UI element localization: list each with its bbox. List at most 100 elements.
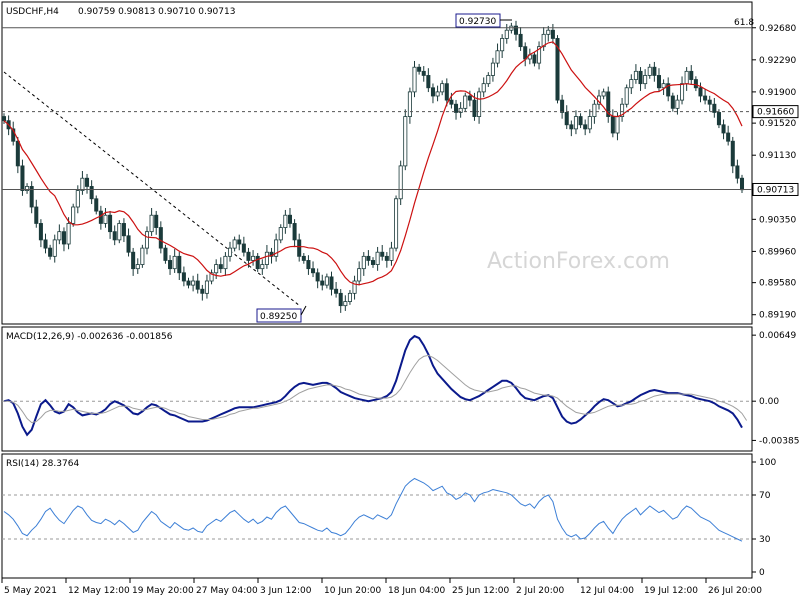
price-candle-body [361, 255, 366, 270]
rsi-line [3, 477, 743, 542]
price-candle-body [477, 91, 482, 117]
rsi-ytick-label: 0 [759, 568, 765, 578]
price-candle-body [486, 75, 491, 85]
price-candle-body [71, 206, 76, 224]
price-candle-body [260, 264, 265, 270]
price-candle-body [251, 255, 256, 261]
price-candle-body [38, 223, 43, 241]
price-candle-body [587, 116, 592, 130]
low-annotation-label: 0.89250 [260, 312, 297, 322]
price-candle-body [680, 83, 685, 101]
price-candle-body [366, 255, 371, 261]
price-candle-body [606, 91, 611, 117]
price-candle-body [592, 103, 597, 117]
price-candle-body [195, 280, 200, 290]
price-candle-body [495, 50, 500, 64]
macd-panel: 0.00649 0.00 -0.003855 MACD(12,26,9) -0.00… [1, 326, 800, 452]
price-candle-body [237, 239, 242, 245]
macd-title: MACD(12,26,9) -0.002636 -0.001856 [6, 332, 173, 342]
price-candle-body [472, 99, 477, 117]
price-candle-body [343, 301, 348, 307]
price-candle-body [287, 214, 292, 224]
price-candle-body [34, 206, 39, 224]
price-candle-body [177, 255, 182, 274]
price-candle-body [334, 288, 339, 294]
price-candle-body [735, 165, 740, 179]
rsi-ytick-label: 30 [759, 535, 771, 545]
price-candle-body [218, 264, 223, 270]
price-candle-body [463, 95, 468, 109]
price-candle-body [647, 66, 652, 76]
x-tick-label: 18 Jun 04:00 [388, 586, 445, 596]
price-candle-body [435, 91, 440, 97]
price-candle-body [518, 33, 523, 48]
price-candle-body [131, 251, 136, 270]
price-ytick-label: 0.91130 [759, 151, 796, 161]
price-candle-body [158, 227, 163, 249]
price-candle-body [57, 231, 62, 241]
price-candle-body [560, 99, 565, 113]
x-tick-label: 26 Jul 20:00 [708, 586, 762, 596]
price-candle-body [126, 235, 131, 253]
price-candle-body [163, 247, 168, 261]
price-candle-body [25, 186, 30, 191]
price-ytick-label: 0.89580 [759, 279, 796, 289]
price-candle-body [352, 280, 357, 294]
price-candle-body [347, 292, 352, 302]
price-candle-body [661, 83, 666, 89]
price-candle-body [430, 87, 435, 97]
price-candle-body [370, 260, 376, 265]
price-candle-body [407, 91, 412, 117]
price-candle-body [615, 116, 620, 134]
rsi-title: RSI(14) 28.3764 [6, 459, 79, 469]
price-candle-body [707, 99, 712, 105]
price-candle-body [66, 223, 71, 245]
price-candle-body [338, 292, 343, 307]
price-candle-body [629, 79, 634, 89]
price-candle-body [264, 251, 269, 265]
price-candle-body [149, 214, 154, 233]
price-candle-body [200, 288, 205, 294]
price-candle-body [168, 260, 173, 270]
price-candle-body [624, 87, 629, 105]
price-candle-body [573, 116, 578, 130]
price-candle-body [204, 280, 209, 294]
price-candle-body [721, 124, 726, 134]
price-candle-body [292, 223, 297, 241]
price-candle-body [11, 128, 16, 142]
price-candle-body [274, 239, 279, 257]
price-candle-body [656, 75, 661, 89]
price-candle-body [172, 255, 177, 270]
price-candle-body [712, 103, 717, 113]
price-candle-body [301, 255, 306, 261]
price-candle-body [89, 186, 94, 200]
x-tick-label: 12 May 12:00 [68, 586, 130, 596]
price-candle-body [181, 272, 186, 282]
price-ytick-label: 0.89190 [759, 311, 796, 321]
price-candle-body [384, 255, 389, 261]
price-candle-body [684, 70, 689, 85]
price-candle-body [564, 112, 569, 126]
price-candle-body [29, 186, 34, 208]
price-candle-body [703, 95, 708, 101]
price-candle-body [15, 140, 20, 167]
price-candle-body [601, 91, 606, 97]
price-candle-body [357, 268, 362, 282]
low-annotation-leader [300, 305, 307, 316]
price-candle-body [394, 198, 399, 249]
x-tick-label: 19 Jul 12:00 [644, 586, 698, 596]
price-candle-body [255, 255, 260, 270]
x-tick-label: 5 May 2021 [4, 586, 57, 596]
price-level-tag-box [752, 182, 799, 196]
price-candle-body [140, 247, 145, 265]
price-candle-body [569, 124, 574, 130]
price-candle-body [94, 198, 99, 212]
price-candle-body [112, 231, 117, 241]
price-candle-body [440, 83, 445, 93]
price-ytick-label: 0.91900 [759, 88, 796, 98]
macd-signal-line [4, 354, 748, 424]
macd-ytick-label: -0.003855 [759, 436, 800, 446]
x-tick-label: 27 May 04:00 [196, 586, 258, 596]
price-candle-body [186, 280, 191, 286]
x-tick-label: 10 Jun 20:00 [324, 586, 381, 596]
